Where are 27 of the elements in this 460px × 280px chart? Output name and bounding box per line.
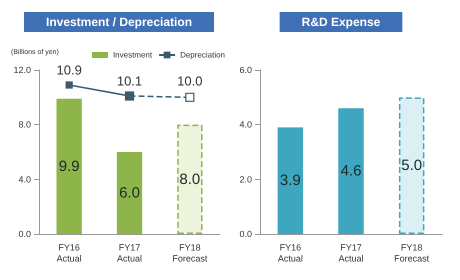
- data-label: 4.6: [340, 162, 362, 180]
- data-label: 3.9: [280, 172, 301, 190]
- y-tick-label: 0.0: [18, 229, 31, 239]
- y-tick-label: 0.0: [239, 229, 252, 239]
- x-tick-label: FY18 Forecast: [172, 242, 208, 264]
- data-label: 10.0: [177, 74, 202, 89]
- data-label: 5.0: [401, 157, 422, 174]
- data-label: 10.1: [116, 73, 142, 88]
- data-label: 10.9: [56, 62, 82, 78]
- y-tick-label: 6.0: [239, 65, 252, 75]
- chart-title: Investment / Depreciation: [46, 15, 192, 29]
- data-label: 6.0: [119, 184, 140, 202]
- chart-title: R&D Expense: [302, 15, 381, 29]
- y-tick-label: 12.0: [13, 65, 31, 75]
- legend-label: Depreciation: [180, 50, 226, 60]
- data-label: 9.9: [58, 158, 80, 175]
- x-tick-label: FY17 Actual: [116, 242, 142, 264]
- legend-label: Investment: [112, 50, 153, 60]
- y-tick-label: 4.0: [18, 174, 31, 184]
- y-tick-label: 8.0: [18, 120, 31, 130]
- x-tick-label: FY16 Actual: [278, 242, 303, 264]
- x-tick-label: FY18 Forecast: [394, 242, 430, 264]
- x-tick-label: FY17 Actual: [338, 242, 364, 264]
- y-tick-label: 4.0: [239, 120, 252, 130]
- x-tick-label: FY16 Actual: [56, 242, 82, 264]
- y-tick-label: 2.0: [239, 174, 252, 184]
- data-label: 8.0: [179, 170, 200, 188]
